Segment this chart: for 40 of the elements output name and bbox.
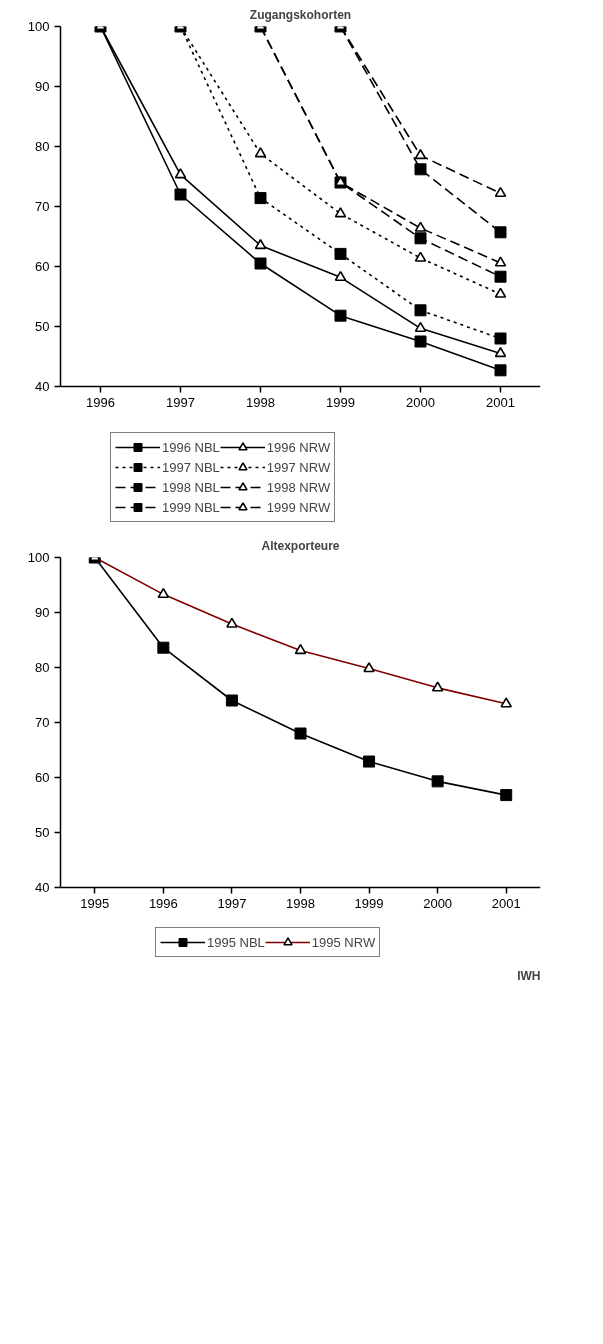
x-tick-label: 1997 xyxy=(217,895,247,911)
y-tick-label: 100 xyxy=(27,550,50,565)
x-tick-label: 1998 xyxy=(286,895,315,911)
legend-label: 1995 NBL xyxy=(207,934,265,950)
x-tick-label: 1999 xyxy=(326,394,355,410)
x-tick-label: 2001 xyxy=(491,895,521,911)
legend-label: 1997 NBL xyxy=(162,459,220,475)
x-tick-label: 1996 xyxy=(148,895,178,911)
x-tick-label: 1998 xyxy=(246,394,275,410)
y-tick-label: 50 xyxy=(35,825,50,840)
text: IWH xyxy=(517,968,541,983)
chart-title: Zugangskohorten xyxy=(249,7,352,22)
y-tick-label: 70 xyxy=(35,199,50,214)
y-tick-label: 90 xyxy=(35,79,50,94)
x-tick-label: 1999 xyxy=(354,895,384,911)
legend-label: 1997 NRW xyxy=(266,459,331,475)
y-tick-label: 50 xyxy=(35,319,50,334)
legend-label: 1998 NRW xyxy=(266,479,331,495)
x-tick-label: 1997 xyxy=(166,394,195,410)
legend-label: 1999 NBL xyxy=(162,499,220,515)
legend-label: 1999 NRW xyxy=(266,499,331,515)
y-tick-label: 80 xyxy=(35,660,50,675)
x-tick-label: 2001 xyxy=(486,394,515,410)
y-tick-label: 60 xyxy=(35,259,50,274)
y-tick-label: 60 xyxy=(35,770,50,785)
legend-label: 1995 NRW xyxy=(311,934,376,950)
x-tick-label: 1996 xyxy=(86,394,115,410)
x-tick-label: 2000 xyxy=(423,895,453,911)
legend-label: 1996 NRW xyxy=(266,439,331,455)
legend-label: 1998 NBL xyxy=(162,479,220,495)
y-tick-label: 80 xyxy=(35,139,50,154)
y-tick-label: 40 xyxy=(35,880,50,895)
y-tick-label: 90 xyxy=(35,605,50,620)
x-tick-label: 2000 xyxy=(406,394,435,410)
y-tick-label: 70 xyxy=(35,715,50,730)
y-tick-label: 40 xyxy=(35,379,50,394)
x-tick-label: 1995 xyxy=(80,895,110,911)
chart-title: Altexporteure xyxy=(261,538,340,553)
legend-label: 1996 NBL xyxy=(162,439,220,455)
y-tick-label: 100 xyxy=(27,19,50,34)
